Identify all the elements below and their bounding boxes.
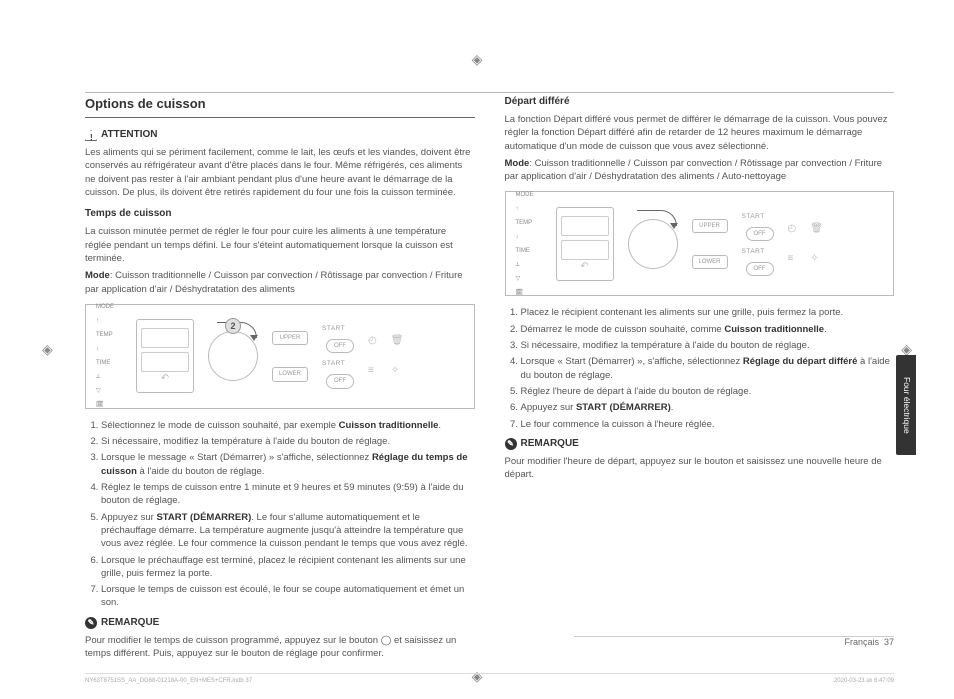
- diagram-symbols: ◴≡: [788, 222, 797, 266]
- temps-steps: Sélectionnez le mode de cuisson souhaité…: [85, 419, 475, 610]
- step-item: Lorsque « Start (Démarrer) », s'affiche,…: [521, 355, 895, 382]
- note-icon: ✎: [85, 617, 97, 629]
- diagram-dial: [628, 219, 678, 269]
- diagram-symbols: ◴≡: [368, 334, 377, 378]
- temps-mode: Mode: Cuisson traditionnelle / Cuisson p…: [85, 269, 475, 296]
- off-btn-2: OFF: [326, 374, 354, 388]
- step-item: Lorsque le message « Start (Démarrer) » …: [101, 451, 475, 478]
- diagram-symbols-2: 🗑✧: [810, 222, 823, 266]
- depart-mode: Mode: Cuisson traditionnelle / Cuisson p…: [505, 157, 895, 184]
- left-column: Options de cuisson ATTENTION Les aliment…: [85, 95, 475, 625]
- dial-arrow: [637, 210, 677, 226]
- upper-btn: UPPER: [272, 331, 308, 345]
- remarque-heading: ✎ REMARQUE: [85, 616, 475, 630]
- step-item: Démarrez le mode de cuisson souhaité, co…: [521, 323, 895, 336]
- remarque-label: REMARQUE: [101, 616, 159, 630]
- diagram-btn-stack: UPPER LOWER: [272, 331, 308, 382]
- diagram-display-panel: ↶: [556, 207, 614, 281]
- remarque-label: REMARQUE: [521, 437, 579, 451]
- side-tab: Four électrique: [896, 355, 916, 455]
- attention-heading: ATTENTION: [85, 128, 475, 142]
- temps-text: La cuisson minutée permet de régler le f…: [85, 225, 475, 265]
- remarque-text-right: Pour modifier l'heure de départ, appuyez…: [505, 455, 895, 482]
- diagram-dial: 2: [208, 331, 258, 381]
- lower-btn: LOWER: [272, 367, 308, 381]
- diagram-btn-stack: UPPER LOWER: [692, 219, 728, 270]
- remarque-text: Pour modifier le temps de cuisson progra…: [85, 634, 475, 661]
- manual-page: ◈ ◈ ◈ ◈ Options de cuisson ATTENTION Les…: [0, 0, 954, 699]
- section-title: Options de cuisson: [85, 95, 475, 118]
- doc-file: NY63T8751SS_AA_DG68-01218A-00_EN+MES+CFR…: [85, 677, 252, 685]
- step-item: Si nécessaire, modifiez la température à…: [101, 435, 475, 448]
- dial-badge: 2: [225, 318, 241, 334]
- warning-icon: [85, 130, 97, 141]
- content-columns: Options de cuisson ATTENTION Les aliment…: [85, 95, 894, 625]
- depart-steps: Placez le récipient contenant les alimen…: [505, 306, 895, 430]
- depart-text: La fonction Départ différé vous permet d…: [505, 113, 895, 153]
- temps-title: Temps de cuisson: [85, 207, 475, 221]
- lower-btn: LOWER: [692, 255, 728, 269]
- step-item: Appuyez sur START (DÉMARRER). Le four s'…: [101, 511, 475, 551]
- step-item: Appuyez sur START (DÉMARRER).: [521, 401, 895, 414]
- crop-mark-left: ◈: [42, 340, 53, 360]
- upper-btn: UPPER: [692, 219, 728, 233]
- step-item: Si nécessaire, modifiez la température à…: [521, 339, 895, 352]
- step-item: Sélectionnez le mode de cuisson souhaité…: [101, 419, 475, 432]
- step-item: Réglez l'heure de départ à l'aide du bou…: [521, 385, 895, 398]
- page-footer: Français 37: [844, 636, 894, 649]
- off-btn: OFF: [746, 227, 774, 241]
- step-item: Lorsque le temps de cuisson est écoulé, …: [101, 583, 475, 610]
- step-item: Réglez le temps de cuisson entre 1 minut…: [101, 481, 475, 508]
- step-item: Le four commence la cuisson à l'heure ré…: [521, 418, 895, 431]
- diagram-icon-column: MODE↑TEMP↓TIME⟂▽🗓: [516, 191, 542, 297]
- top-rule: [85, 92, 894, 93]
- diagram-display-panel: ↶: [136, 319, 194, 393]
- doc-footer: NY63T8751SS_AA_DG68-01218A-00_EN+MES+CFR…: [85, 673, 894, 685]
- diagram-icon-column: MODE↑TEMP↓TIME⟂▽🗓: [96, 303, 122, 409]
- cook-time-diagram: MODE↑TEMP↓TIME⟂▽🗓 ↶ 2 UPPER LOWER START …: [85, 304, 475, 409]
- depart-title: Départ différé: [505, 95, 895, 109]
- note-icon: ✎: [505, 438, 517, 450]
- doc-date: 2020-03-23 ㏂ 6:47:09: [834, 677, 894, 685]
- remarque-heading-right: ✎ REMARQUE: [505, 437, 895, 451]
- step-item: Placez le récipient contenant les alimen…: [521, 306, 895, 319]
- right-column: Départ différé La fonction Départ différ…: [505, 95, 895, 625]
- off-btn-2: OFF: [746, 262, 774, 276]
- step-item: Lorsque le préchauffage est terminé, pla…: [101, 554, 475, 581]
- diagram-start-stack: START OFF START OFF: [322, 324, 354, 389]
- attention-text: Les aliments qui se périment facilement,…: [85, 146, 475, 199]
- diagram-symbols-2: 🗑✧: [391, 334, 404, 378]
- crop-mark-top: ◈: [472, 50, 483, 70]
- attention-label: ATTENTION: [101, 128, 157, 142]
- off-btn: OFF: [326, 339, 354, 353]
- delay-start-diagram: MODE↑TEMP↓TIME⟂▽🗓 ↶ UPPER LOWER START OF…: [505, 191, 895, 296]
- diagram-start-stack: START OFF START OFF: [742, 212, 774, 277]
